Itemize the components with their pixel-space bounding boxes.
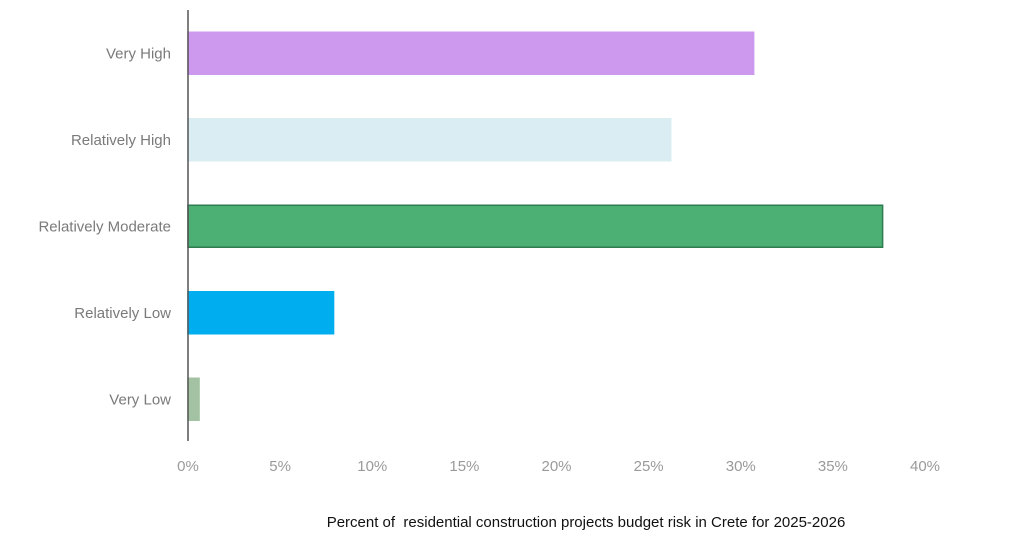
category-label: Relatively High xyxy=(71,132,171,149)
x-tick-labels: 0% 5% 10% 15% 20% 25% 30% 35% 40% xyxy=(177,458,940,475)
bar-very-high xyxy=(187,31,755,75)
bar-very-low xyxy=(187,377,200,421)
x-tick-label: 10% xyxy=(357,458,387,475)
x-axis-title: Percent of residential construction proj… xyxy=(327,514,846,531)
category-label: Very Low xyxy=(109,391,171,408)
x-tick-label: 20% xyxy=(541,458,571,475)
category-label: Very High xyxy=(106,45,171,62)
x-tick-label: 15% xyxy=(449,458,479,475)
x-tick-label: 35% xyxy=(818,458,848,475)
category-label: Relatively Low xyxy=(74,305,171,322)
category-labels: Very High Relatively High Relatively Moder… xyxy=(38,45,171,408)
x-tick-label: 25% xyxy=(634,458,664,475)
category-label: Relatively Moderate xyxy=(38,218,171,235)
x-tick-label: 40% xyxy=(910,458,940,475)
bar-relatively-high xyxy=(187,118,672,162)
bar-relatively-moderate xyxy=(187,204,884,248)
x-tick-label: 0% xyxy=(177,458,199,475)
bars-layer xyxy=(187,31,884,421)
bar-relatively-low xyxy=(187,291,335,335)
x-tick-label: 30% xyxy=(726,458,756,475)
x-tick-label: 5% xyxy=(269,458,291,475)
